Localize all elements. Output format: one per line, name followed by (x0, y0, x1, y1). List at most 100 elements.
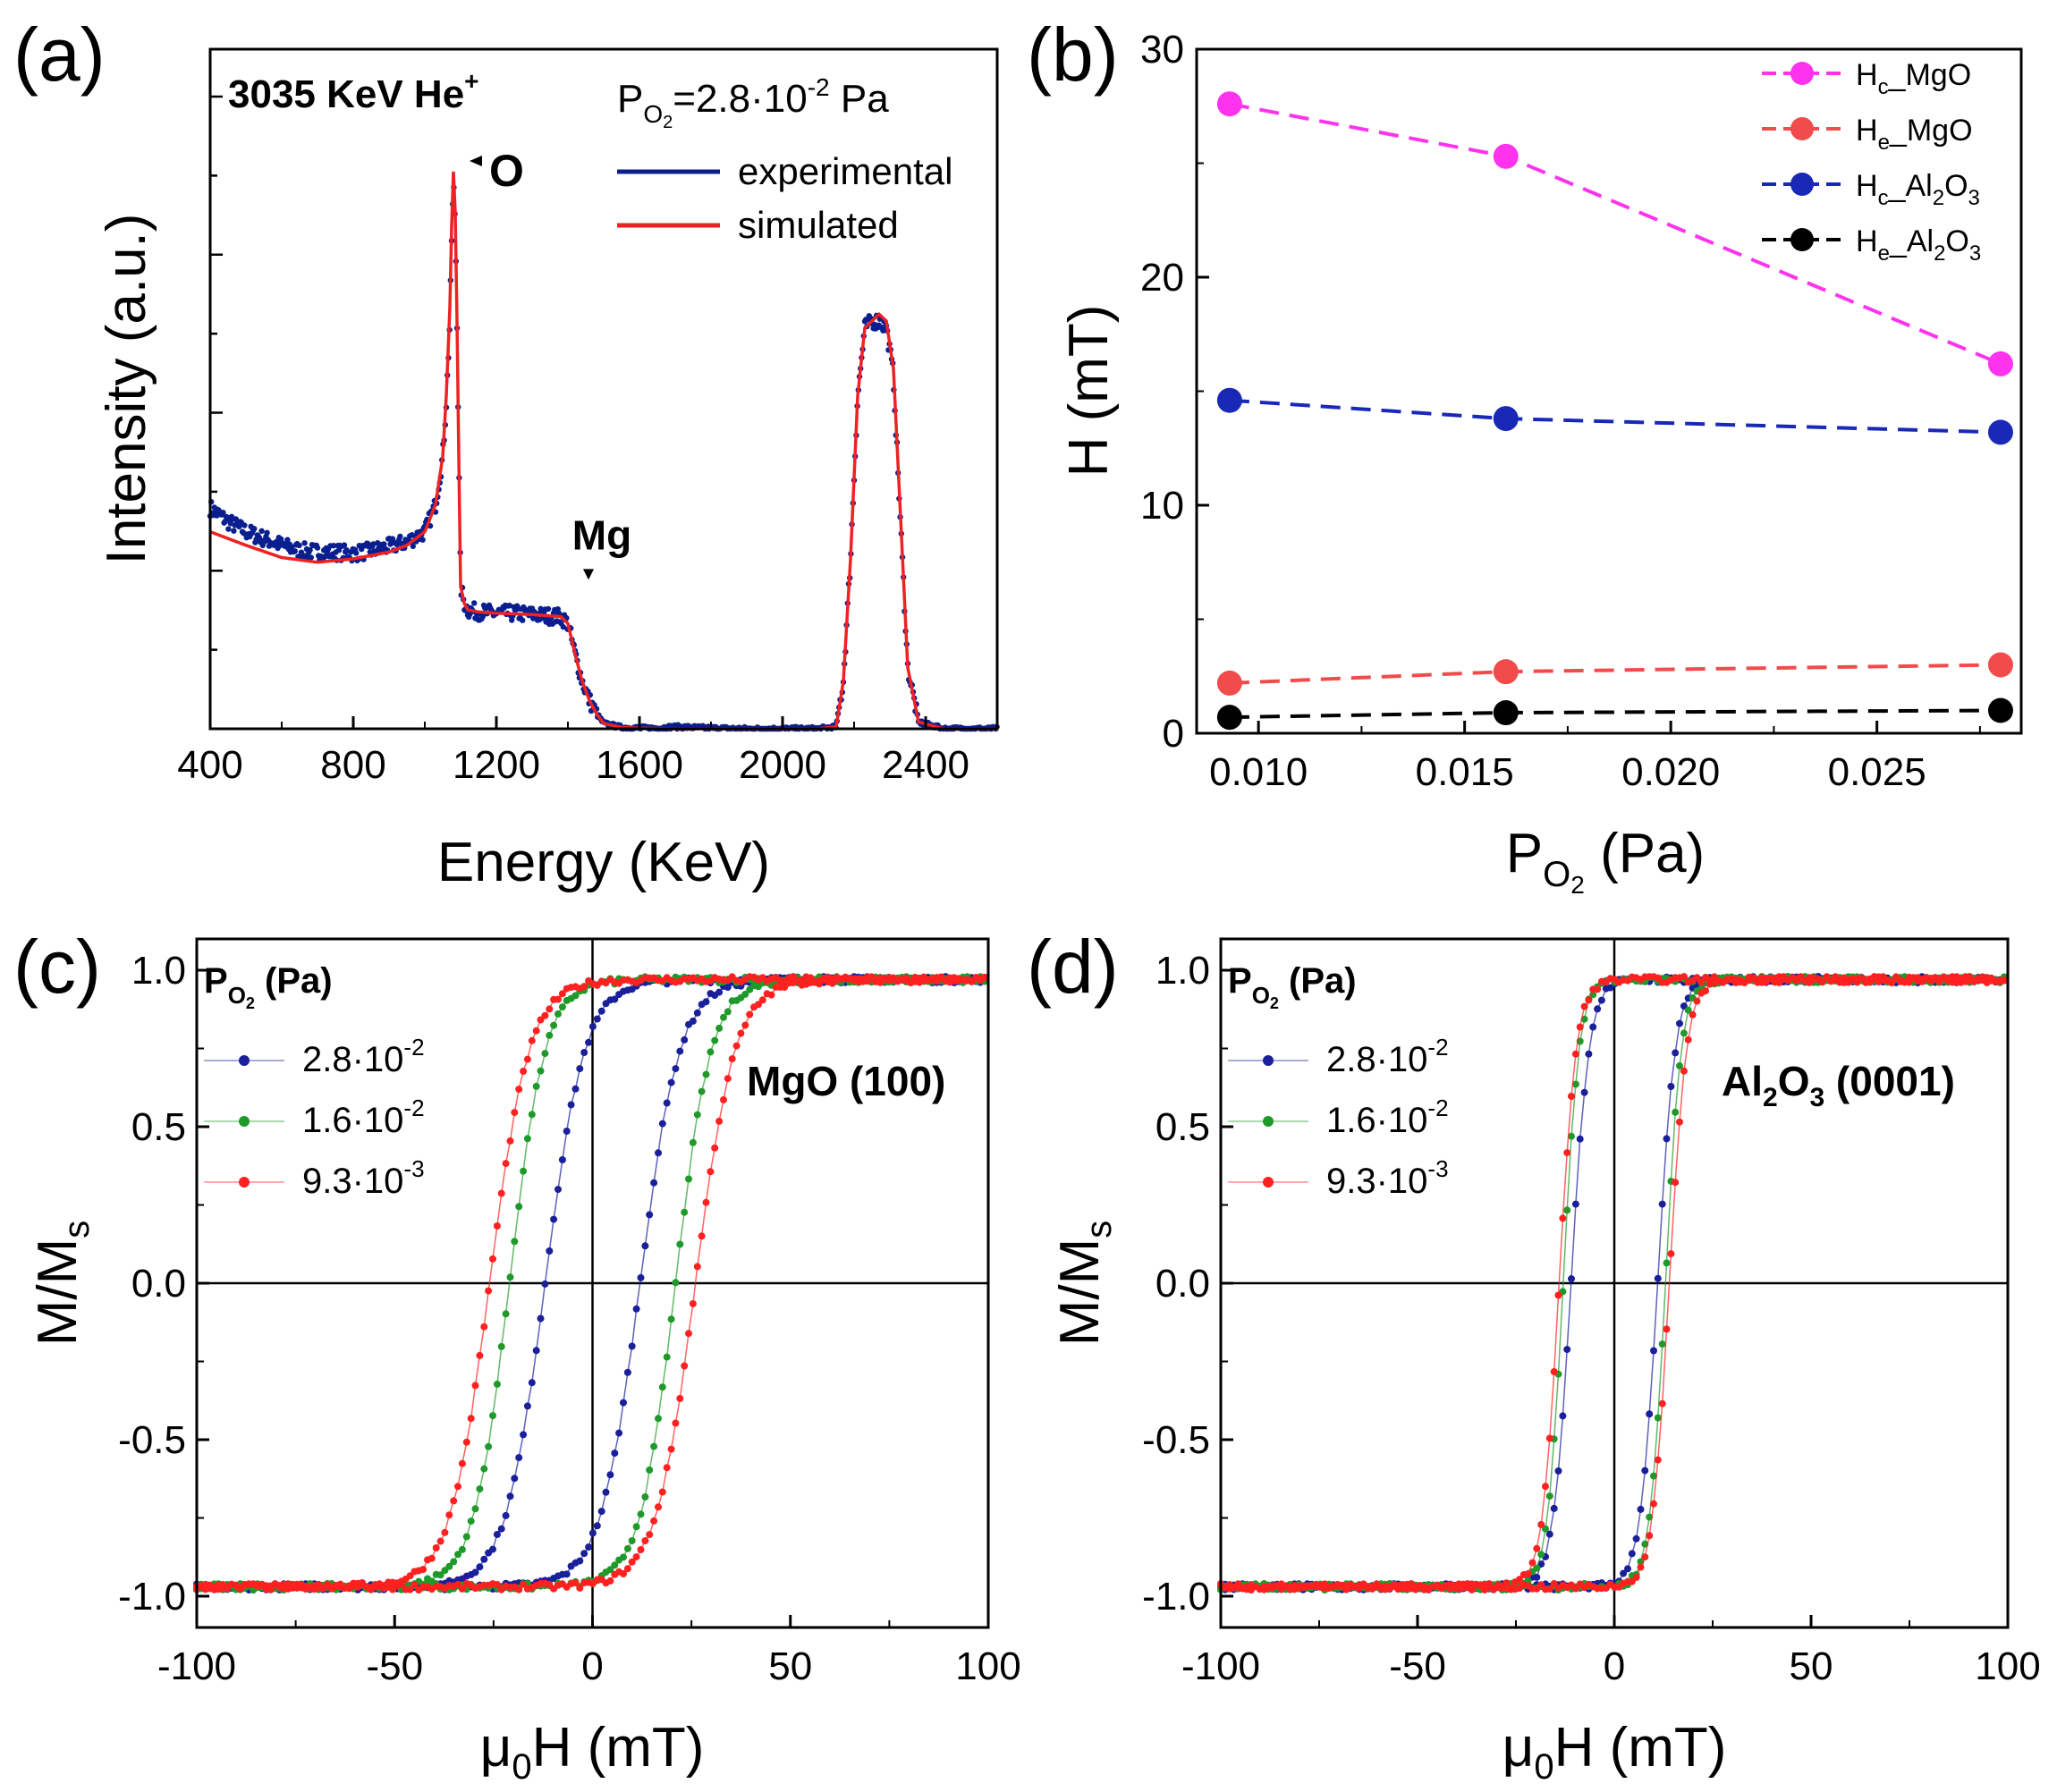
loop-point-2.8e-2 (597, 1508, 605, 1516)
legend-label-part: H (1856, 169, 1878, 203)
experimental-point (236, 523, 242, 530)
loop-point-2.8e-2 (576, 1065, 584, 1073)
loop-point-9.3e-3 (793, 976, 801, 985)
b-xlabel-unit: (Pa) (1585, 823, 1705, 884)
loop-point-1.6e-2 (620, 1553, 627, 1561)
x-tick-label: 0.020 (1621, 750, 1720, 794)
legend-label-part: H (1856, 114, 1878, 148)
experimental-point (330, 543, 337, 549)
panel-a-x-ticks: 400 800 1200 1600 2000 2400 (177, 716, 969, 787)
loop-point-2.8e-2 (1632, 1534, 1640, 1543)
loop-point-9.3e-3 (441, 1528, 449, 1536)
loop-point-2.8e-2 (1676, 1019, 1683, 1027)
loop-point-2.8e-2 (1585, 1050, 1593, 1058)
loop-point-9.3e-3 (632, 1553, 640, 1561)
panel-a-y-axis-label: Intensity (a.u.) (96, 214, 157, 565)
loop-point-9.3e-3 (732, 1042, 741, 1050)
loop-point-1.6e-2 (450, 1558, 458, 1566)
loop-point-1.6e-2 (532, 1082, 540, 1090)
loop-point-1.6e-2 (663, 1353, 671, 1361)
experimental-point (258, 528, 265, 534)
loop-point-1.6e-2 (480, 1465, 488, 1473)
loop-point-9.3e-3 (1888, 978, 1896, 986)
pressure-p: P (617, 77, 643, 121)
x-tick-label: 2000 (739, 743, 826, 787)
legend-title-part: P (1228, 961, 1252, 1001)
data-point-hc_mgo (1493, 143, 1519, 169)
loop-point-9.3e-3 (1658, 1399, 1666, 1407)
x-tick-label: 0.010 (1209, 750, 1308, 794)
o-peak-arrow (470, 156, 482, 166)
loop-point-9.3e-3 (1408, 1580, 1415, 1588)
experimental-point (220, 510, 226, 516)
loop-point-9.3e-3 (1468, 1585, 1476, 1593)
series-line-he_al2o3 (1229, 708, 2001, 720)
loop-point-9.3e-3 (1818, 978, 1826, 985)
loop-point-1.6e-2 (628, 1537, 636, 1544)
loop-point-1.6e-2 (641, 1493, 649, 1500)
loop-point-9.3e-3 (554, 995, 562, 1003)
loop-point-9.3e-3 (427, 1554, 436, 1562)
loop-point-1.6e-2 (502, 1310, 510, 1318)
loop-point-1.6e-2 (546, 1031, 554, 1039)
legend-label-part: c (1878, 186, 1889, 210)
loop-point-9.3e-3 (432, 1544, 440, 1551)
loop-point-2.8e-2 (646, 1211, 654, 1219)
legend-label-part: 3 (1968, 186, 1980, 210)
loop-point-2.8e-2 (497, 1525, 505, 1533)
loop-point-9.3e-3 (655, 1503, 662, 1511)
loop-point-2.8e-2 (602, 1488, 610, 1496)
data-point-he_al2o3 (1987, 697, 2013, 723)
loop-point-9.3e-3 (1646, 1532, 1654, 1540)
loop-point-9.3e-3 (623, 1565, 631, 1573)
beam-text: 3035 KeV He (228, 72, 464, 116)
loop-point-1.6e-2 (637, 1510, 645, 1518)
experimental-point (479, 613, 486, 620)
loop-point-2.8e-2 (1624, 1565, 1631, 1573)
loop-point-1.6e-2 (462, 1533, 470, 1541)
series-experimental (207, 184, 1000, 732)
pressure-sub-o: O (643, 100, 663, 128)
loop-point-2.8e-2 (506, 1492, 514, 1500)
loop-point-9.3e-3 (707, 1168, 715, 1176)
loop-point-9.3e-3 (720, 1095, 727, 1103)
loop-point-2.8e-2 (563, 1128, 571, 1135)
loop-point-9.3e-3 (1576, 1023, 1584, 1031)
series-9.3e-3 (193, 973, 988, 1593)
loop-point-9.3e-3 (693, 1263, 701, 1271)
y-tick-label: 10 (1140, 484, 1184, 528)
loop-point-9.3e-3 (558, 990, 566, 998)
experimental-point (225, 526, 232, 532)
loop-point-9.3e-3 (1550, 1368, 1558, 1375)
legend-label-part: 2 (1933, 186, 1944, 210)
loop-point-2.8e-2 (611, 1450, 619, 1458)
loop-point-1.6e-2 (485, 1442, 493, 1450)
loop-point-2.8e-2 (1589, 1023, 1597, 1031)
loop-point-9.3e-3 (520, 1580, 528, 1588)
panel-b-y-ticks: 0 10 20 30 (1140, 28, 1209, 756)
loop-point-9.3e-3 (816, 980, 824, 988)
legend-label-part: 3 (1969, 241, 1981, 266)
loop-point-2.8e-2 (554, 1186, 562, 1194)
loop-point-1.6e-2 (1658, 1340, 1666, 1348)
loop-point-9.3e-3 (1554, 1291, 1562, 1299)
loop-point-9.3e-3 (467, 1415, 475, 1423)
loop-point-9.3e-3 (1672, 1179, 1680, 1187)
legend-label-he_mgo: He_MgO (1856, 114, 1973, 155)
legend-label-base: 1.6·10 (1326, 1101, 1427, 1140)
loop-point-9.3e-3 (658, 1488, 666, 1496)
loop-point-2.8e-2 (528, 1379, 536, 1387)
pressure-value: =2.8·10 (673, 77, 807, 121)
experimental-point (251, 526, 258, 532)
loop-point-9.3e-3 (1697, 978, 1706, 986)
loop-point-9.3e-3 (1641, 1553, 1649, 1561)
loop-point-9.3e-3 (1637, 1563, 1645, 1571)
loop-point-2.8e-2 (1533, 1573, 1541, 1581)
loop-point-9.3e-3 (663, 1464, 671, 1472)
loop-point-9.3e-3 (523, 1055, 531, 1063)
loop-point-9.3e-3 (1537, 1520, 1545, 1528)
legend-label-part: H (1856, 224, 1878, 258)
loop-point-9.3e-3 (1524, 1570, 1532, 1577)
legend-title-part: 2 (246, 994, 255, 1012)
loop-point-9.3e-3 (1568, 1093, 1575, 1100)
